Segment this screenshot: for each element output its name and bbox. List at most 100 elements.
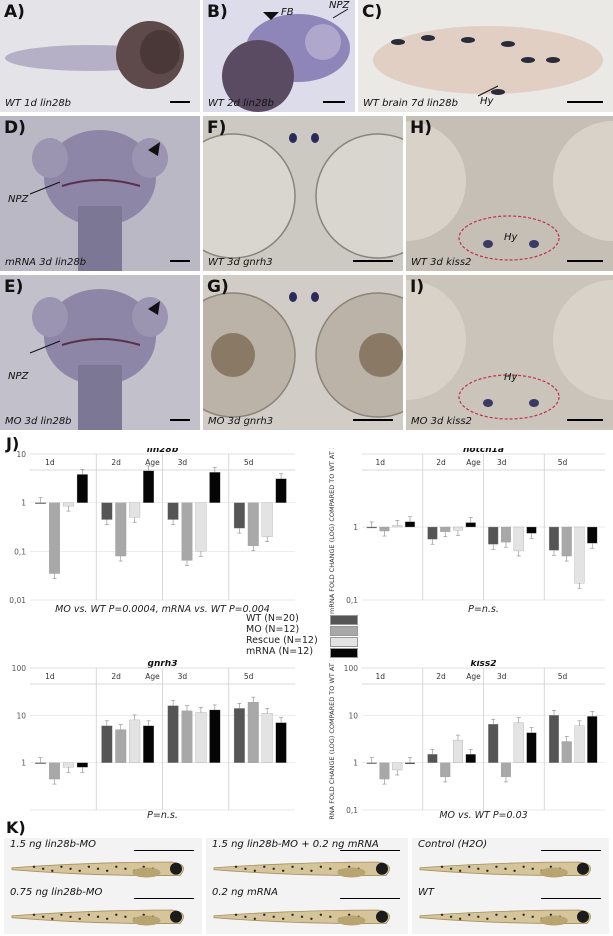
npz-label: NPZ <box>329 0 350 11</box>
legend-label: mRNA (N=12) <box>246 646 314 657</box>
stat-annotation: P=n.s. <box>147 810 178 820</box>
panel-f: F) WT 3d gnrh3 <box>203 116 403 271</box>
y-tick-label: 0,1 <box>14 547 26 556</box>
bar <box>392 762 403 771</box>
y-axis-label: mRNA FOLD CHANGE (LOG) COMPARED TO WT AT… <box>328 660 336 820</box>
hy-label: Hy <box>480 96 494 107</box>
bar <box>500 526 511 543</box>
axis-header: Age <box>145 672 160 681</box>
category-label: 2d <box>436 458 446 467</box>
bar <box>452 526 463 531</box>
category-label: 1d <box>375 458 385 467</box>
bar <box>233 502 245 529</box>
bar <box>465 754 476 763</box>
bar <box>275 722 287 763</box>
y-tick-label: 10 <box>16 450 26 459</box>
chart-gnrh3: gnrh3 100 10 1 1d 2d 3d 5d Age P=n.s. <box>12 660 295 820</box>
y-tick-label: 10 <box>16 711 26 720</box>
scale-bar <box>323 101 345 103</box>
bar <box>452 739 463 763</box>
scale-bar <box>170 260 190 262</box>
bar <box>247 701 259 763</box>
category-label: 2d <box>111 458 121 467</box>
panel-caption: WT brain 7d lin28b <box>363 98 458 109</box>
larva-panel: WT <box>412 886 609 934</box>
arrow-icon <box>477 85 499 97</box>
y-tick-label: 0,01 <box>9 596 26 605</box>
legend-swatch <box>330 637 358 647</box>
axis-header: Age <box>466 458 481 467</box>
category-label: 5d <box>244 458 254 467</box>
bar <box>574 725 585 763</box>
panel-label: D) <box>4 118 26 138</box>
npz-label: NPZ <box>8 371 29 382</box>
bar <box>247 502 259 546</box>
panel-caption: mRNA 3d lin28b <box>5 257 87 268</box>
panel-c: C) WT brain 7d lin28b Hy <box>358 0 613 112</box>
eye <box>376 862 388 875</box>
bar <box>526 732 537 763</box>
chart-title: gnrh3 <box>148 660 178 669</box>
scale-bar <box>353 260 393 262</box>
bar <box>115 502 127 557</box>
bar <box>261 502 273 537</box>
y-tick-label: 1 <box>21 759 26 768</box>
chart-notch1a: notch1a 1 0,1 1d 2d 3d 5d Age mRNA FOLD CHANGE (… <box>328 448 605 615</box>
larva-panel: Control (H2O) <box>412 838 609 886</box>
bar <box>465 522 476 528</box>
legend-swatch <box>330 648 358 658</box>
bar <box>366 762 377 764</box>
category-label: 1d <box>45 672 55 681</box>
y-tick-label: 0,1 <box>346 806 358 815</box>
y-tick-label: 1 <box>21 499 26 508</box>
bar <box>404 762 416 764</box>
bar <box>62 762 74 768</box>
bar <box>62 502 74 507</box>
panel-a: A) WT 1d lin28b <box>0 0 200 112</box>
larva-image <box>213 861 390 878</box>
panel-caption: WT 2d lin28b <box>208 98 275 109</box>
bar <box>209 472 221 503</box>
eye <box>170 862 182 875</box>
fb-label: FB <box>281 7 294 18</box>
bar <box>35 762 47 764</box>
bar <box>49 502 60 574</box>
bar <box>181 710 193 763</box>
bar <box>76 762 88 768</box>
bar <box>488 526 499 545</box>
axis-header: Age <box>145 458 160 467</box>
larva-panel: 1.5 ng lin28b-MO <box>4 838 202 886</box>
chart-lin28b: lin28b 10 1 0,1 0,01 1d 2d 3d 5d Age MO vs. WT P=0… <box>9 448 295 615</box>
bar <box>129 719 141 763</box>
category-label: 3d <box>497 458 507 467</box>
panel-label: B) <box>207 2 228 22</box>
eye <box>577 910 589 923</box>
category-label: 2d <box>111 672 121 681</box>
panel-label: C) <box>362 2 383 22</box>
axis-header: Age <box>466 672 481 681</box>
stat-annotation: MO vs. WT P=0.0004, mRNA vs. WT P=0.004 <box>55 604 270 615</box>
panel-label: E) <box>4 277 24 297</box>
chart-title: kiss2 <box>470 660 496 669</box>
panel-h: H) WT 3d kiss2 Hy <box>406 116 613 271</box>
legend-swatch <box>330 626 358 636</box>
legend-label: Rescue (N=12) <box>246 635 318 646</box>
scale-bar <box>541 898 601 899</box>
micrograph-a <box>5 21 184 89</box>
bar <box>167 502 179 520</box>
bar <box>35 502 47 504</box>
stat-annotation: P=n.s. <box>468 604 499 615</box>
scale-bar <box>134 850 194 851</box>
bar <box>561 741 572 763</box>
chart-title: lin28b <box>147 448 179 455</box>
panel-label: A) <box>4 2 25 22</box>
bar <box>548 526 559 551</box>
bar <box>233 708 245 763</box>
category-label: 1d <box>45 458 55 467</box>
bar <box>261 713 273 763</box>
chart-title: notch1a <box>463 448 504 455</box>
scale-bar <box>541 850 601 851</box>
arrow-icon <box>332 8 349 19</box>
arrowhead-icon <box>263 12 279 20</box>
bar <box>115 729 127 763</box>
